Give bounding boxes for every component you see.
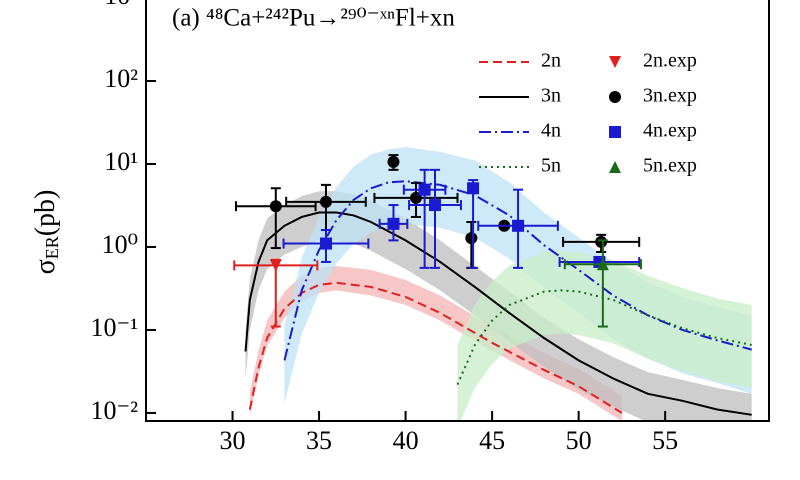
exp-point (429, 199, 442, 212)
y-tick-label: 10⁻² (90, 396, 138, 425)
x-tick-label: 55 (652, 426, 678, 455)
y-tick-label: 10¹ (104, 147, 138, 176)
y-tick-label: 10⁻¹ (90, 313, 138, 342)
y-tick-label: 10² (104, 64, 138, 93)
y-tick-label: 10⁰ (102, 230, 138, 259)
exp-point (269, 200, 282, 213)
exp-point (387, 155, 400, 168)
legend-label: 4n (541, 120, 561, 142)
exp-point (418, 183, 431, 196)
calc-line (248, 281, 623, 414)
legend-label: 3n.exp (643, 85, 697, 107)
x-tick-label: 35 (306, 426, 332, 455)
y-label-unit: (pb) (30, 190, 61, 237)
plot-area (233, 147, 752, 421)
legend-marker (609, 161, 621, 173)
exp-point (512, 219, 525, 232)
legend: 2n 3n 4n 5n 2n.exp 3n.exp 4n.exp 5n.exp (479, 50, 697, 177)
legend-marker (609, 126, 621, 138)
exp-point (269, 259, 282, 272)
y-label-symbol: σ (30, 259, 61, 274)
y-axis-label: σER(pb) (30, 190, 62, 275)
exp-point (319, 237, 332, 250)
y-label-subscript: ER (42, 236, 62, 259)
x-tick-label: 40 (393, 426, 419, 455)
calc-line (244, 211, 752, 416)
exp-point (467, 182, 480, 195)
legend-label: 2n.exp (643, 50, 697, 72)
axes: 30 35 40 45 50 55 10⁻² 10⁻¹ 10⁰ 10¹ 10² 10³ (90, 0, 770, 455)
legend-label: 3n (541, 85, 561, 107)
exp-point (319, 195, 332, 208)
exp-point (595, 235, 608, 248)
exp-point (596, 258, 609, 271)
uncertainty-band (249, 265, 622, 421)
y-tick-label: 10³ (104, 0, 138, 10)
exp-point (465, 232, 478, 245)
x-tick-label: 45 (479, 426, 505, 455)
uncertainty-band (457, 250, 752, 421)
x-tick-label: 50 (566, 426, 592, 455)
legend-marker (609, 91, 621, 103)
legend-label: 5n (541, 155, 561, 177)
legend-label: 4n.exp (643, 120, 697, 142)
legend-marker (609, 56, 621, 68)
plot-frame (145, 0, 770, 422)
legend-label: 2n (541, 50, 561, 72)
exp-point (387, 217, 400, 230)
legend-label: 5n.exp (643, 155, 697, 177)
x-tick-label: 30 (220, 426, 246, 455)
chart-title: (a) ⁴⁸Ca+²⁴²Pu→²⁹⁰⁻ˣⁿFl+xn (172, 5, 455, 32)
